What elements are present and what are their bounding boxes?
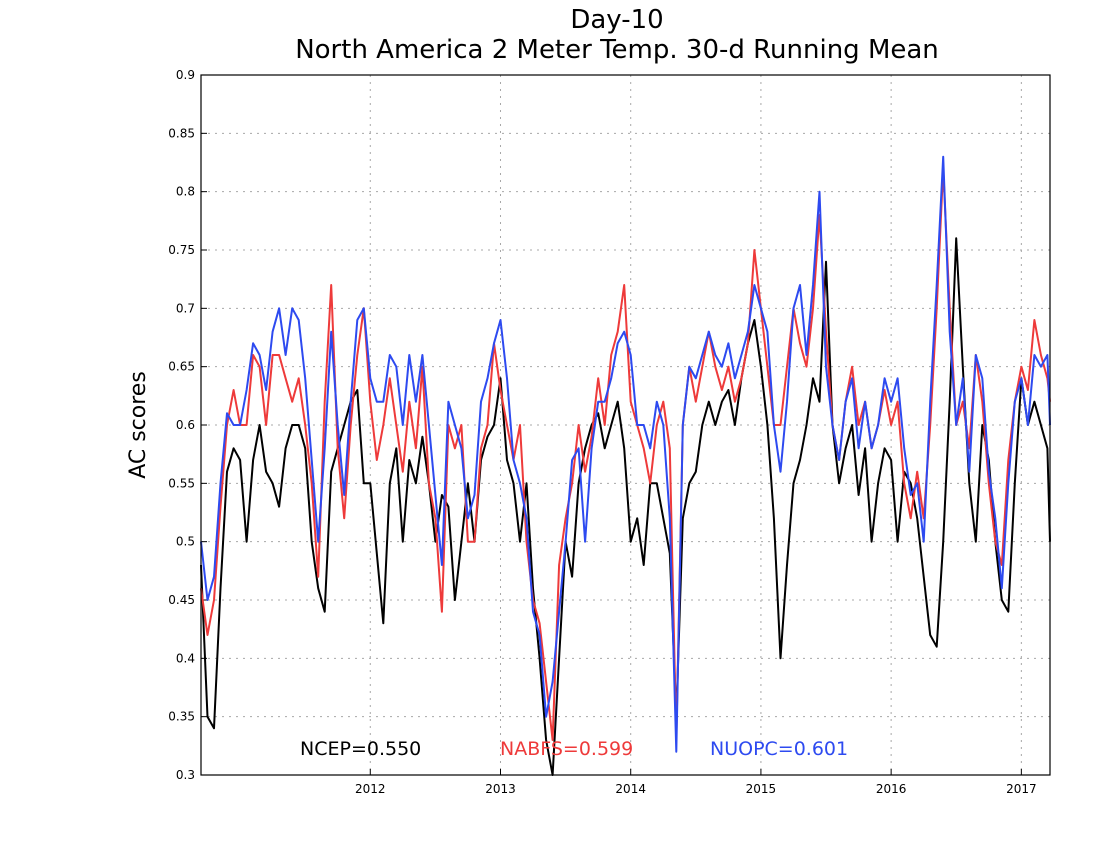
y-tick-label: 0.55 [168, 476, 195, 490]
series-line-ncep [200, 237, 1051, 776]
series-line-nuopc [200, 155, 1051, 753]
stat-ncep: NCEP=0.550 [300, 738, 421, 760]
y-tick-label: 0.65 [168, 360, 195, 374]
x-tick-label: 2014 [615, 782, 646, 796]
plot-frame [200, 74, 1051, 776]
chart-subtitle: North America 2 Meter Temp. 30-d Running… [295, 35, 939, 65]
stat-nuopc: NUOPC=0.601 [710, 738, 848, 760]
x-tick-label: 2016 [876, 782, 907, 796]
y-tick-label: 0.45 [168, 593, 195, 607]
stat-labels: NCEP=0.550 NABFS=0.599 NUOPC=0.601 [300, 738, 848, 760]
y-tick-label: 0.5 [176, 535, 195, 549]
y-tick-label: 0.75 [168, 243, 195, 257]
y-tick-label: 0.4 [176, 651, 195, 665]
x-tick-label: 2013 [485, 782, 516, 796]
x-tick-label: 2012 [355, 782, 386, 796]
chart-title: Day-10 [570, 5, 663, 35]
y-tick-label: 0.3 [176, 768, 195, 782]
y-tick-label: 0.85 [168, 126, 195, 140]
y-tick-label: 0.7 [176, 301, 195, 315]
grid-lines [201, 75, 1050, 775]
y-tick-label: 0.8 [176, 185, 195, 199]
y-tick-label: 0.35 [168, 710, 195, 724]
x-tick-label: 2017 [1006, 782, 1037, 796]
axis-ticks: 0.3 0.35 0.4 0.45 0.5 0.55 0.6 0.65 0.7 0.75 0.8 0.… [168, 68, 1036, 796]
x-tick-label: 2015 [746, 782, 777, 796]
stat-nabfs: NABFS=0.599 [500, 738, 633, 760]
series-lines [200, 155, 1051, 776]
y-axis-label: AC scores [126, 371, 151, 479]
y-tick-label: 0.9 [176, 68, 195, 82]
y-tick-label: 0.6 [176, 418, 195, 432]
